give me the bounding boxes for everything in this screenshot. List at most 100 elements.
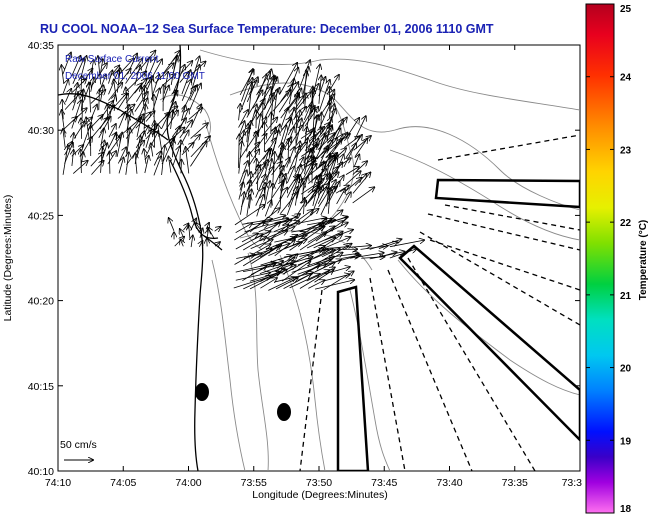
current-vector: [378, 242, 398, 250]
current-vector: [305, 219, 327, 233]
current-vector: [238, 121, 245, 137]
current-vector: [268, 239, 306, 256]
colorbar-tick-label: 24: [620, 73, 632, 84]
x-tick-label: 73:3: [562, 477, 583, 489]
current-vector: [134, 136, 140, 165]
current-vector: [303, 105, 310, 121]
current-vector: [81, 118, 82, 139]
current-vector: [243, 272, 280, 290]
current-vector: [343, 143, 356, 168]
current-vector: [345, 167, 359, 175]
colorbar-tick-label: 23: [620, 145, 632, 156]
current-vector: [299, 186, 318, 204]
x-tick-label: 73:55: [241, 477, 267, 489]
current-vector: [316, 123, 330, 140]
current-vector: [215, 242, 220, 246]
current-vector: [299, 232, 327, 251]
current-vector: [98, 56, 101, 85]
current-vector: [186, 147, 190, 174]
current-vector: [109, 152, 110, 174]
current-vector: [289, 274, 320, 289]
current-vector: [145, 130, 151, 148]
current-vector: [352, 187, 375, 204]
current-vector: [249, 270, 287, 290]
current-vector: [336, 189, 345, 205]
y-tick-label: 40:30: [28, 125, 54, 137]
current-vector: [349, 246, 371, 248]
current-vector: [71, 56, 81, 77]
current-vector: [273, 152, 275, 183]
current-vector: [249, 208, 280, 233]
current-vector: [234, 221, 265, 241]
current-vector: [136, 117, 141, 137]
current-vector: [62, 53, 71, 75]
current-vector: [62, 80, 68, 94]
current-vector: [242, 237, 266, 251]
x-tick-label: 73:40: [436, 477, 462, 489]
current-vector: [389, 240, 424, 248]
y-tick-label: 40:25: [28, 210, 54, 222]
y-tick-label: 40:35: [28, 40, 54, 52]
current-vector: [300, 164, 311, 185]
current-vector: [62, 146, 68, 175]
current-vector: [91, 77, 94, 92]
colorbar-tick-label: 21: [620, 291, 632, 302]
current-vector: [172, 65, 185, 93]
current-vector: [303, 138, 307, 168]
current-vector: [298, 128, 315, 151]
current-vector: [189, 84, 201, 110]
current-vector: [108, 71, 112, 84]
current-vector: [247, 195, 250, 216]
current-vector: [315, 221, 343, 242]
current-vector: [235, 234, 263, 250]
x-tick-label: 74:10: [45, 477, 71, 489]
current-vector: [349, 253, 384, 259]
current-vector: [318, 80, 330, 112]
current-vector: [135, 154, 137, 174]
current-vector: [246, 77, 258, 103]
current-vector: [241, 69, 252, 102]
current-vector: [296, 115, 297, 144]
current-vector: [319, 76, 321, 104]
current-vector: [180, 61, 192, 75]
current-vector: [308, 280, 324, 289]
current-vector: [260, 278, 276, 289]
current-vector: [247, 124, 249, 143]
current-vector: [326, 139, 341, 158]
current-vector: [151, 143, 153, 157]
current-vector: [286, 166, 294, 184]
current-vector: [125, 59, 143, 84]
current-vector: [264, 200, 271, 217]
annotation-line1: Raw Surface Current: [65, 54, 159, 65]
current-vector: [72, 93, 79, 111]
current-vector: [163, 74, 176, 85]
current-vector: [341, 255, 360, 258]
y-axis-ticks: 40:35 40:30 40:25 40:20 40:15 40:10: [28, 40, 580, 478]
current-vector: [317, 133, 335, 151]
current-vector: [239, 104, 241, 121]
y-axis-label: Latitude (Degrees:Minutes): [2, 195, 14, 322]
current-vector: [170, 57, 176, 86]
current-vector: [255, 114, 261, 144]
radial-dashed-lines: [299, 134, 580, 471]
current-vector: [71, 100, 81, 129]
x-tick-label: 73:45: [371, 477, 397, 489]
current-vector: [283, 274, 311, 290]
current-vector: [181, 70, 191, 95]
bathymetry-contours: [159, 49, 580, 471]
current-vector: [259, 225, 288, 249]
current-vector: [307, 188, 321, 204]
current-vector: [118, 112, 126, 129]
current-vector: [169, 218, 175, 231]
y-tick-label: 40:20: [28, 296, 54, 308]
colorbar-tick-label: 25: [620, 4, 632, 15]
current-vector: [180, 240, 183, 247]
current-vector: [190, 136, 210, 158]
current-vector: [199, 241, 202, 248]
current-vector: [72, 58, 84, 84]
current-vector: [274, 240, 295, 257]
current-vector: [208, 227, 215, 240]
current-vector: [321, 217, 347, 227]
current-vector: [126, 152, 129, 175]
